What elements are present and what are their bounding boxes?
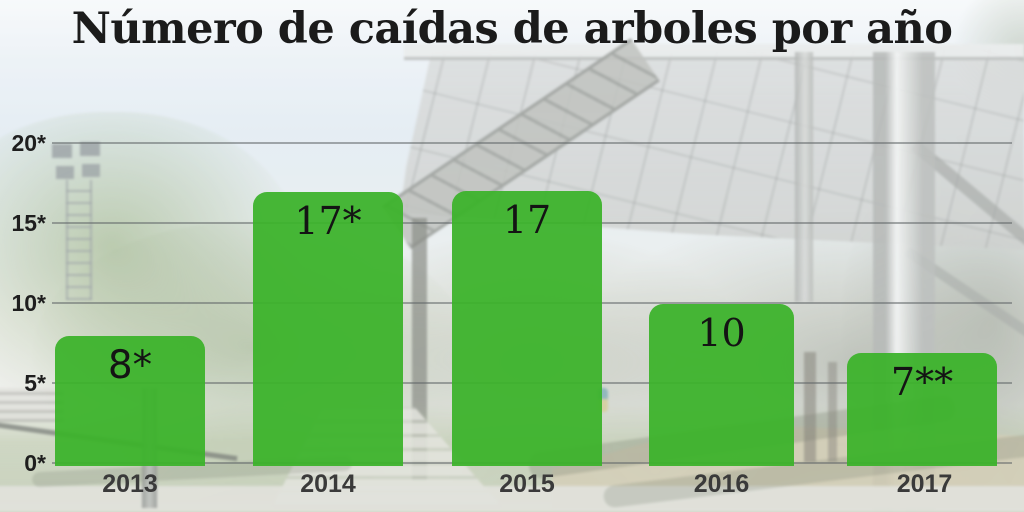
x-tick-label-2014: 2014	[300, 470, 356, 498]
y-tick-label-0: 0*	[24, 450, 46, 476]
pedestrian	[598, 388, 608, 412]
bar-2015: 17	[452, 191, 602, 466]
bar-value-label: 8*	[107, 343, 153, 388]
y-tick-label-20: 20*	[11, 130, 46, 156]
floodlight-head	[56, 166, 74, 179]
bar-value-label: 10	[697, 311, 746, 355]
y-tick-label-15: 15*	[11, 210, 46, 236]
grandstand-steps	[0, 388, 64, 422]
support-pole-right	[795, 52, 813, 302]
x-tick-label-2013: 2013	[102, 470, 158, 498]
floodlight-head	[52, 144, 72, 158]
x-tick-label-2017: 2017	[896, 470, 953, 498]
gridline-20	[52, 142, 1012, 144]
bar-value-label: 17	[502, 198, 552, 242]
tree-trunk	[828, 362, 837, 462]
bar-2016: 10	[649, 304, 794, 466]
tree-trunk	[804, 352, 816, 462]
bar-value-label: 17*	[294, 199, 362, 243]
floodlight-mast	[66, 180, 92, 300]
x-tick-label-2015: 2015	[499, 470, 555, 498]
y-tick-label-10: 10*	[11, 290, 46, 316]
bar-2013: 8*	[55, 336, 205, 466]
x-tick-label-2016: 2016	[693, 470, 750, 498]
chart-title: Número de caídas de arboles por año	[71, 4, 953, 54]
bar-2014: 17*	[253, 192, 403, 466]
bar-value-label: 7**	[890, 360, 954, 404]
walkway-roof-edge	[404, 44, 1024, 60]
bar-2017: 7**	[847, 353, 997, 466]
floodlight-head	[80, 142, 100, 156]
concrete-strip	[0, 486, 1024, 512]
floodlight-head	[82, 164, 100, 177]
y-tick-label-5: 5*	[24, 370, 46, 396]
